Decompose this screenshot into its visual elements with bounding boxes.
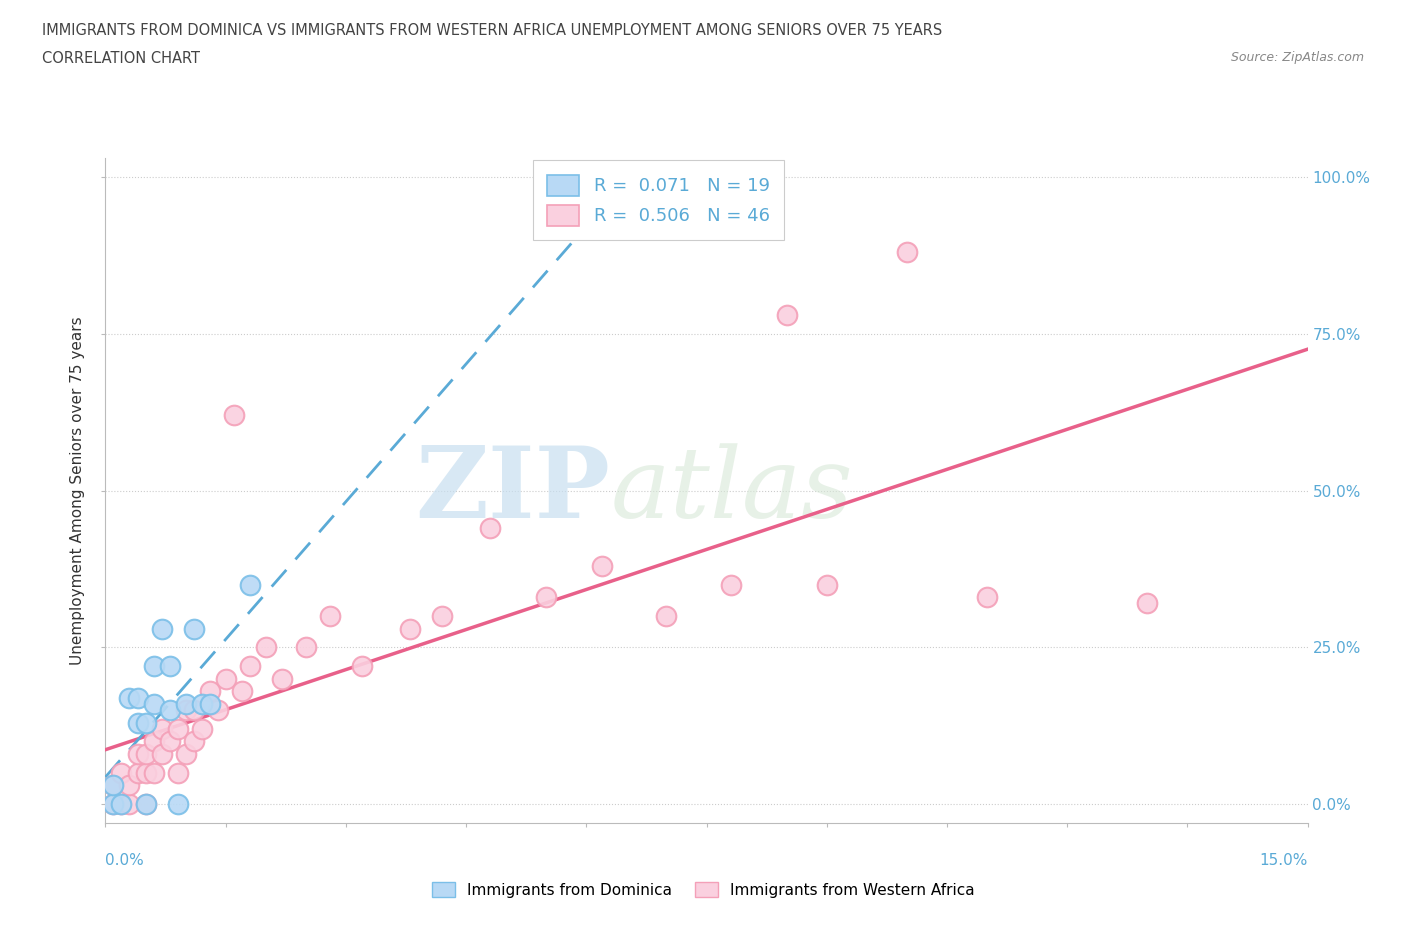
Point xyxy=(720,578,742,592)
Point xyxy=(183,621,205,636)
Point xyxy=(110,765,132,780)
Point xyxy=(159,658,181,673)
Point xyxy=(166,722,188,737)
Legend: Immigrants from Dominica, Immigrants from Western Africa: Immigrants from Dominica, Immigrants fro… xyxy=(426,875,980,904)
Point xyxy=(198,697,221,711)
Point xyxy=(174,747,197,762)
Point xyxy=(118,778,141,793)
Point xyxy=(110,797,132,812)
Point xyxy=(127,690,149,705)
Point xyxy=(103,797,125,812)
Text: CORRELATION CHART: CORRELATION CHART xyxy=(42,51,200,66)
Point xyxy=(135,715,157,730)
Point xyxy=(150,621,173,636)
Point xyxy=(190,697,212,711)
Point xyxy=(295,640,318,655)
Text: IMMIGRANTS FROM DOMINICA VS IMMIGRANTS FROM WESTERN AFRICA UNEMPLOYMENT AMONG SE: IMMIGRANTS FROM DOMINICA VS IMMIGRANTS F… xyxy=(42,23,942,38)
Point xyxy=(135,747,157,762)
Point xyxy=(159,703,181,718)
Point xyxy=(591,558,613,573)
Point xyxy=(118,797,141,812)
Point xyxy=(135,797,157,812)
Point xyxy=(142,697,165,711)
Y-axis label: Unemployment Among Seniors over 75 years: Unemployment Among Seniors over 75 years xyxy=(70,316,86,665)
Point xyxy=(239,658,262,673)
Point xyxy=(183,703,205,718)
Point xyxy=(142,765,165,780)
Point xyxy=(655,608,678,623)
Point xyxy=(222,408,245,423)
Point xyxy=(319,608,342,623)
Point xyxy=(166,765,188,780)
Point xyxy=(183,734,205,749)
Point xyxy=(174,697,197,711)
Text: ZIP: ZIP xyxy=(415,442,610,539)
Point xyxy=(350,658,373,673)
Point xyxy=(1136,596,1159,611)
Point xyxy=(174,703,197,718)
Point xyxy=(127,765,149,780)
Legend: R =  0.071   N = 19, R =  0.506   N = 46: R = 0.071 N = 19, R = 0.506 N = 46 xyxy=(533,161,785,240)
Point xyxy=(430,608,453,623)
Text: atlas: atlas xyxy=(610,443,853,538)
Point xyxy=(534,590,557,604)
Point xyxy=(239,578,262,592)
Point xyxy=(190,722,212,737)
Point xyxy=(815,578,838,592)
Point xyxy=(142,658,165,673)
Point xyxy=(198,684,221,698)
Point xyxy=(150,722,173,737)
Text: Source: ZipAtlas.com: Source: ZipAtlas.com xyxy=(1230,51,1364,64)
Point xyxy=(150,747,173,762)
Point xyxy=(110,797,132,812)
Point xyxy=(127,747,149,762)
Point xyxy=(270,671,292,686)
Text: 0.0%: 0.0% xyxy=(105,853,145,868)
Point xyxy=(399,621,422,636)
Point xyxy=(776,308,799,323)
Point xyxy=(166,797,188,812)
Point xyxy=(118,690,141,705)
Point xyxy=(479,521,502,536)
Point xyxy=(142,734,165,749)
Point xyxy=(127,715,149,730)
Point xyxy=(896,245,918,259)
Point xyxy=(254,640,277,655)
Text: 15.0%: 15.0% xyxy=(1260,853,1308,868)
Point xyxy=(103,778,125,793)
Point xyxy=(159,734,181,749)
Point xyxy=(207,703,229,718)
Point xyxy=(103,797,125,812)
Point xyxy=(214,671,236,686)
Point xyxy=(976,590,998,604)
Point xyxy=(135,765,157,780)
Point xyxy=(135,797,157,812)
Point xyxy=(103,778,125,793)
Point xyxy=(231,684,253,698)
